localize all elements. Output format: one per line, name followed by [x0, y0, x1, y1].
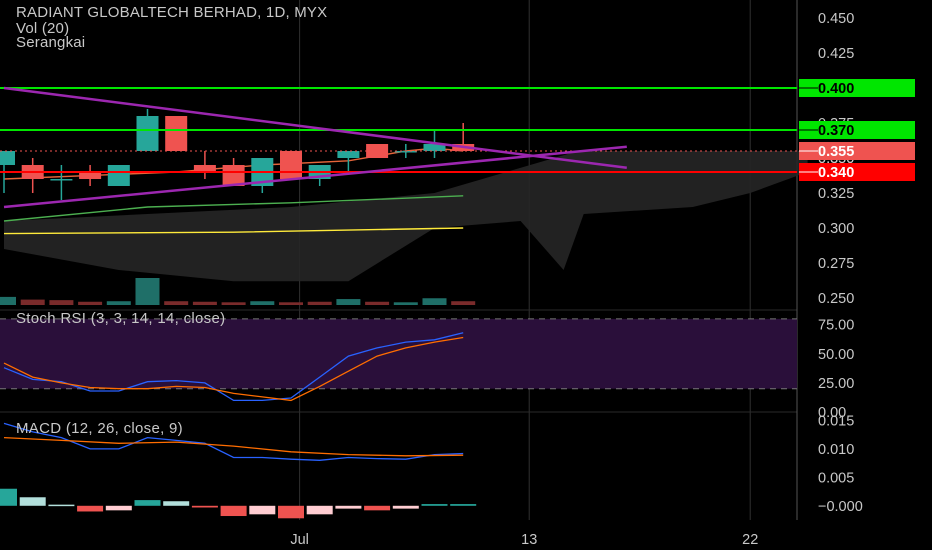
stoch-tick-label: 25.00 [818, 376, 854, 392]
price-tick-label: 0.325 [818, 186, 854, 202]
macd-histogram-bar [450, 504, 477, 506]
candle-body [79, 172, 102, 179]
macd-histogram-bar [220, 505, 247, 517]
price-tick-label: 0.300 [818, 221, 854, 237]
date-tick-label: 13 [521, 532, 537, 548]
macd-histogram-bar [335, 505, 362, 509]
candle-body [366, 144, 389, 158]
horizontal-level-label: 0.340 [818, 165, 854, 181]
macd-line [3, 422, 464, 461]
macd-histogram-bar [77, 505, 104, 512]
candle-body [165, 116, 188, 151]
macd-histogram-bar [392, 505, 419, 509]
volume-bar [279, 302, 303, 305]
stoch-line [3, 332, 464, 402]
price-tick-label: 0.425 [818, 46, 854, 62]
volume-bar [0, 296, 16, 305]
volume-bar [106, 301, 131, 305]
stoch-line [3, 336, 464, 402]
macd-tick-label: 0.015 [818, 414, 854, 430]
candle-body [337, 151, 360, 158]
last-price-label: 0.355 [818, 144, 854, 160]
volume-bar [78, 301, 103, 305]
candle-body [222, 165, 245, 186]
macd-histogram-bar [249, 505, 276, 515]
candle-body [50, 179, 73, 181]
candle-body [0, 151, 15, 165]
volume-bar [250, 301, 275, 305]
macd-title: MACD (12, 26, close, 9) [16, 420, 183, 437]
last-price-label-bg [799, 142, 915, 160]
macd-histogram-bar [105, 505, 132, 511]
horizontal-level-label: 0.400 [818, 81, 854, 97]
macd-tick-label: −0.000 [818, 499, 863, 515]
candle-body [280, 151, 302, 179]
moving-average-line [3, 195, 464, 222]
volume-bar [365, 301, 390, 305]
volume-bar [451, 301, 476, 305]
volume-bar [307, 301, 332, 305]
volume-bar [393, 302, 418, 305]
stoch-tick-label: 75.00 [818, 318, 854, 334]
price-tick-label: 0.250 [818, 291, 854, 307]
volume-bar [135, 278, 160, 305]
stoch-tick-label: 0.00 [818, 405, 846, 421]
macd-histogram-bar [19, 497, 46, 506]
volume-bar [164, 301, 189, 305]
macd-histogram-bar [421, 504, 448, 506]
stoch-tick-label: 50.00 [818, 347, 854, 363]
candle-body [193, 165, 216, 172]
macd-histogram-bar [163, 501, 190, 506]
volume-legend: Vol (20) [16, 20, 70, 37]
candle-body [136, 116, 159, 151]
ichimoku-legend: Serangkai [16, 34, 86, 51]
stoch-rsi-title: Stoch RSI (3, 3, 14, 14, close) [16, 310, 226, 327]
horizontal-level-label-bg [799, 163, 915, 181]
price-tick-label: 0.450 [818, 11, 854, 27]
macd-histogram-bar [364, 505, 391, 511]
volume-bar [20, 299, 45, 305]
volume-bar [422, 298, 447, 305]
candle-body [394, 151, 417, 153]
date-tick-label: Jul [290, 532, 309, 548]
macd-histogram-bar [278, 505, 304, 519]
volume-bar [192, 301, 217, 305]
macd-histogram-bar [134, 500, 161, 506]
macd-histogram-bar [48, 504, 75, 507]
horizontal-level-label-bg [799, 79, 915, 97]
macd-line [3, 436, 464, 457]
candle-body [423, 144, 446, 151]
horizontal-level-label: 0.370 [818, 123, 854, 139]
trendline [3, 86, 627, 170]
horizontal-level-label-bg [799, 121, 915, 139]
chart-title: RADIANT GLOBALTECH BERHAD, 1D, MYX [16, 4, 328, 21]
trendline [3, 145, 627, 209]
price-tick-label: 0.275 [818, 256, 854, 272]
ichimoku-cloud [4, 151, 808, 282]
stoch-band [0, 318, 797, 389]
macd-tick-label: 0.005 [818, 470, 854, 486]
macd-histogram-bar [306, 505, 333, 515]
volume-bar [336, 299, 361, 305]
macd-histogram-bar [0, 488, 17, 506]
candle-body [107, 165, 130, 186]
volume-bar [221, 302, 246, 305]
macd-tick-label: 0.010 [818, 442, 854, 458]
moving-average-line [3, 227, 464, 235]
macd-histogram-bar [191, 505, 218, 508]
date-tick-label: 22 [742, 532, 758, 548]
volume-bar [49, 300, 74, 305]
